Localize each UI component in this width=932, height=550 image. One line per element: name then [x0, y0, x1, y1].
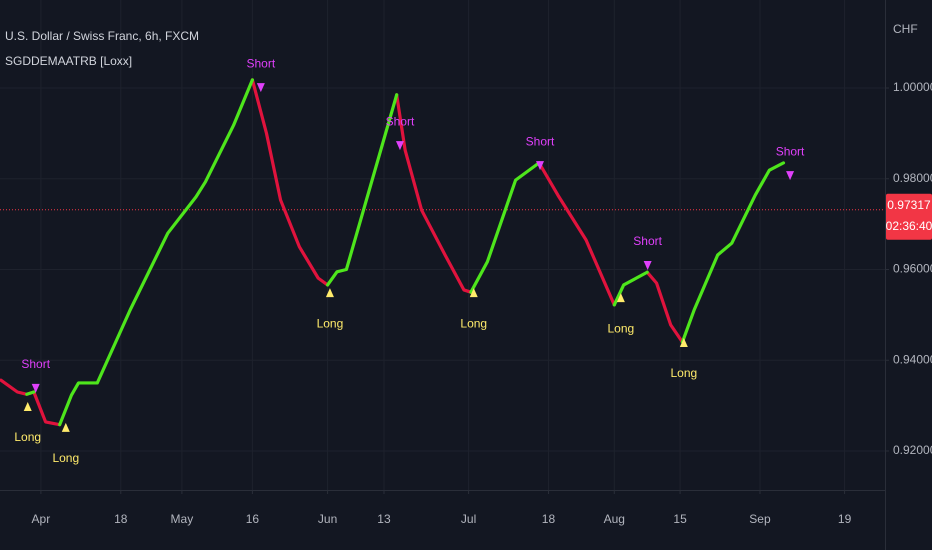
signal-label: Short	[526, 134, 555, 148]
x-tick-label: May	[171, 512, 194, 526]
indicator-name[interactable]: SGDDEMAATRB [Loxx]	[5, 54, 132, 68]
x-tick-label: 18	[542, 512, 556, 526]
last-price-box	[886, 193, 932, 240]
signal-label: Short	[247, 56, 276, 70]
y-tick-label: 1.00000	[893, 80, 932, 94]
chart-title[interactable]: U.S. Dollar / Swiss Franc, 6h, FXCM	[5, 29, 199, 43]
x-tick-label: 19	[838, 512, 852, 526]
x-tick-label: Apr	[32, 512, 51, 526]
signal-label: Short	[21, 357, 50, 371]
signal-marker	[536, 161, 545, 171]
signal-marker	[679, 338, 688, 347]
signal-marker	[61, 422, 70, 432]
signal-marker	[395, 141, 404, 151]
x-tick-label: 13	[377, 512, 391, 526]
signal-marker	[31, 383, 40, 393]
signal-marker	[23, 401, 32, 411]
signal-marker	[256, 83, 265, 93]
signal-label: Long	[608, 321, 635, 335]
plot-layer: Short Long Long Short Long Short Long Short Long…	[0, 56, 885, 465]
signal-marker	[786, 171, 795, 181]
signal-marker	[616, 293, 625, 303]
signal-marker	[325, 288, 334, 298]
x-tick-label: Jul	[461, 512, 476, 526]
countdown-label: 02:36:40	[886, 219, 932, 233]
grid-layer	[0, 0, 885, 490]
x-tick-label: 16	[246, 512, 260, 526]
x-tick-label: 18	[114, 512, 128, 526]
signal-label: Long	[460, 316, 487, 330]
y-tick-label: 0.98000	[893, 171, 932, 185]
signal-label: Short	[386, 114, 415, 128]
x-tick-label: Sep	[749, 512, 771, 526]
signal-label: Long	[670, 366, 697, 380]
signal-marker	[643, 260, 652, 270]
signal-label: Short	[633, 234, 662, 248]
x-tick-label: 15	[673, 512, 687, 526]
indicator-line	[25, 78, 786, 427]
signal-label: Long	[52, 451, 79, 465]
last-price-label: 0.97317	[887, 198, 931, 212]
currency-label: CHF	[893, 22, 918, 36]
signal-label: Long	[14, 430, 41, 444]
x-tick-label: Aug	[604, 512, 625, 526]
signal-label: Short	[776, 144, 805, 158]
x-tick-label: Jun	[318, 512, 337, 526]
signal-label: Long	[317, 316, 344, 330]
signal-marker	[469, 288, 478, 298]
